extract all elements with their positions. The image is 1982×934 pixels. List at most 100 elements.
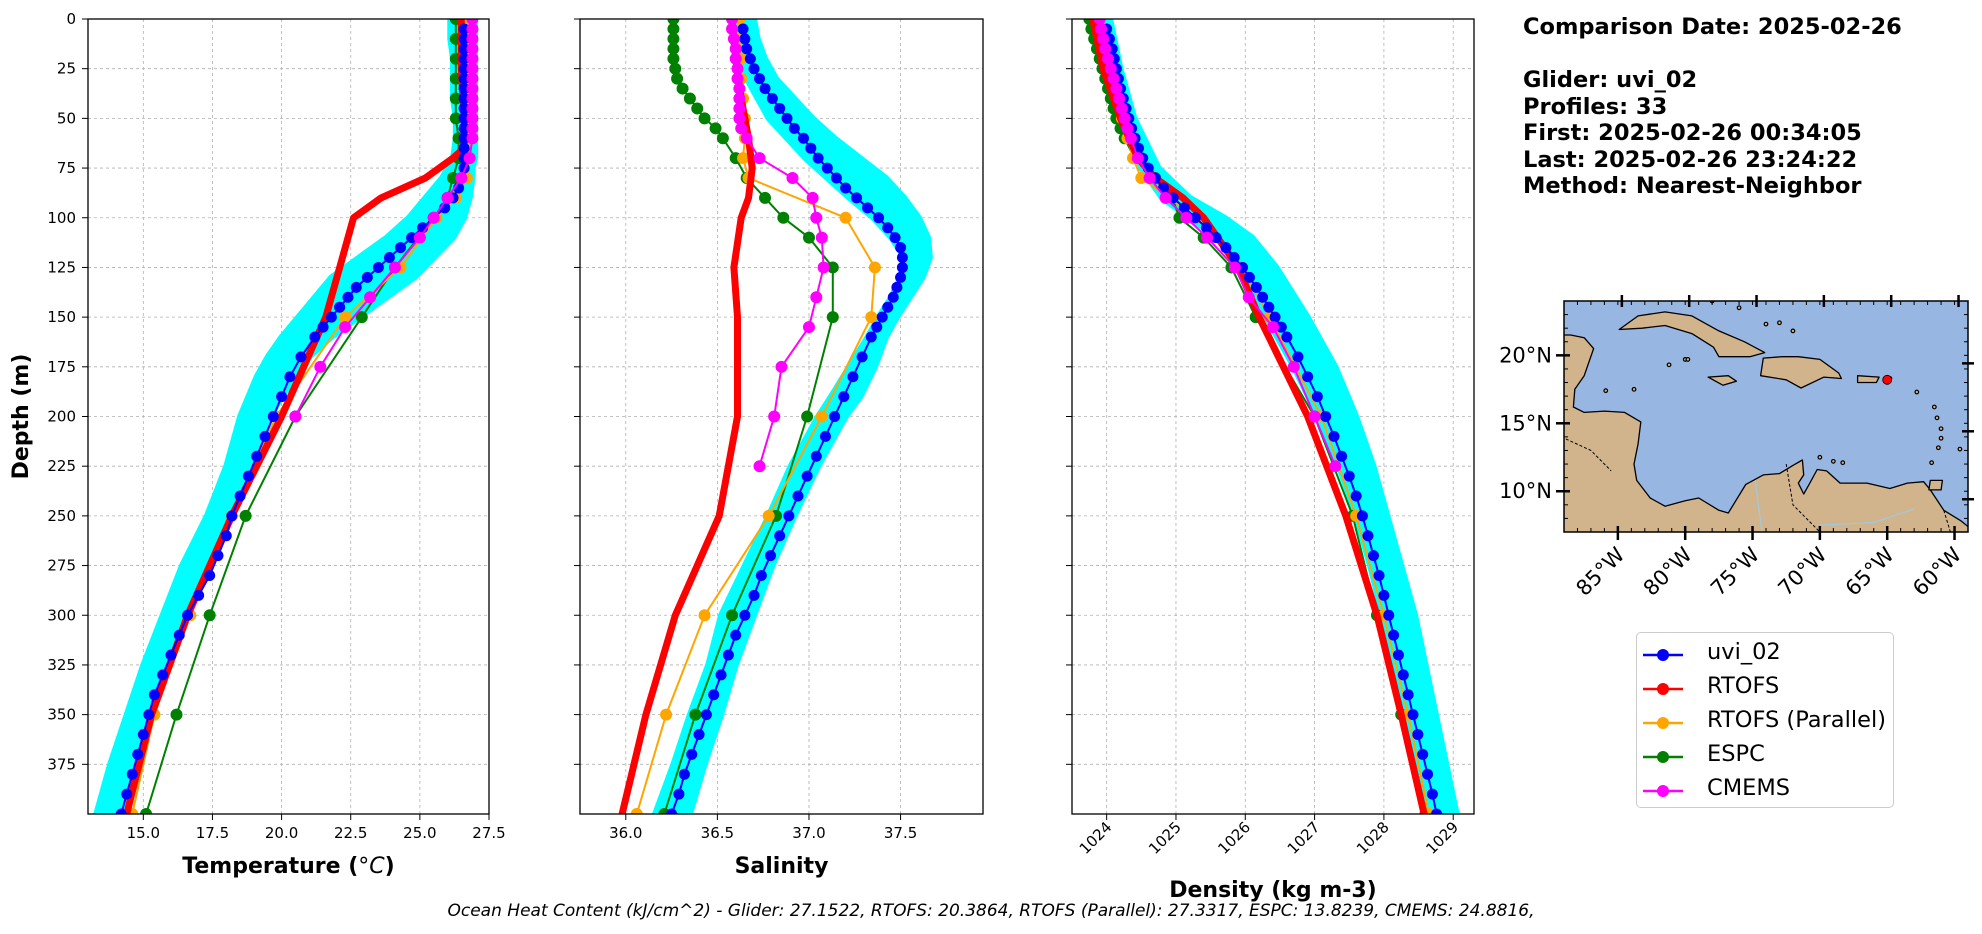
legend-item-rtofs-parallel-: RTOFS (Parallel) <box>1637 705 1893 739</box>
data-point <box>361 271 373 283</box>
data-point <box>1267 321 1279 334</box>
data-point <box>220 530 232 542</box>
map-lat-label: 15°N <box>1499 411 1552 435</box>
ticks: 36.0 36.5 37.0 37.5 <box>574 18 917 842</box>
map-lon-label: 70°W <box>1773 542 1831 600</box>
y-tick-label: 200 <box>47 408 76 426</box>
data-point <box>458 53 470 65</box>
legend-item-espc: ESPC <box>1637 739 1893 773</box>
y-tick-label: 100 <box>47 209 76 227</box>
data-point <box>847 371 859 383</box>
map-lon-label: 85°W <box>1571 542 1629 600</box>
map-lon-label: 80°W <box>1639 542 1697 600</box>
data-point <box>170 708 183 721</box>
series-cmems <box>726 19 830 473</box>
data-point <box>876 311 888 323</box>
x-tick-label: 27.5 <box>472 824 505 842</box>
data-point <box>1135 172 1148 184</box>
data-point <box>797 132 809 144</box>
data-point <box>466 72 479 85</box>
land-mainland <box>1564 334 1968 532</box>
data-point <box>768 410 781 423</box>
x-axis-label-text: Temperature ( <box>182 854 358 879</box>
data-point <box>667 52 680 65</box>
grid <box>580 18 983 814</box>
data-point <box>121 788 133 800</box>
y-tick-label: 150 <box>47 308 76 326</box>
data-point <box>856 351 868 363</box>
data-point <box>810 291 823 304</box>
y-tick-label: 175 <box>47 358 76 376</box>
data-point <box>726 19 739 25</box>
y-tick-label: 350 <box>47 706 76 724</box>
data-point <box>1115 102 1128 115</box>
data-point <box>1124 132 1137 145</box>
data-point <box>882 301 894 313</box>
data-point <box>1308 410 1321 423</box>
glider-name: Glider: uvi_02 <box>1523 67 1698 93</box>
legend-swatch <box>1643 785 1683 797</box>
data-point <box>466 22 479 35</box>
data-point <box>1257 291 1269 303</box>
data-point <box>729 42 742 55</box>
data-point <box>449 92 462 105</box>
data-point <box>678 768 690 780</box>
data-point <box>466 19 479 25</box>
data-point <box>1269 311 1281 323</box>
data-point <box>339 311 352 324</box>
data-point <box>372 261 384 273</box>
legend-swatch <box>1643 649 1683 661</box>
data-point <box>334 301 346 313</box>
data-point <box>839 211 852 224</box>
data-point <box>212 550 224 562</box>
data-point <box>786 172 799 184</box>
data-point <box>1275 321 1287 333</box>
data-point <box>722 649 734 661</box>
data-point <box>715 669 727 681</box>
data-point <box>157 669 169 681</box>
data-point <box>447 172 460 184</box>
data-point <box>466 112 479 125</box>
data-point <box>1200 222 1212 234</box>
data-point <box>289 410 302 423</box>
data-point <box>759 83 771 95</box>
data-point <box>748 63 760 75</box>
data-point <box>826 311 839 324</box>
data-point <box>466 32 479 45</box>
data-point <box>729 52 742 65</box>
land <box>1564 301 1968 532</box>
data-point <box>1329 460 1342 473</box>
series-uvi-02 <box>666 23 908 814</box>
data-point <box>466 92 479 105</box>
data-point <box>1392 649 1404 661</box>
data-point <box>1118 112 1131 125</box>
island <box>1934 415 1940 421</box>
island <box>1631 386 1637 392</box>
data-point <box>342 291 354 303</box>
data-point <box>466 102 479 115</box>
island <box>1817 454 1823 460</box>
data-point <box>1368 550 1379 562</box>
y-tick-label: 375 <box>47 755 76 773</box>
data-point <box>896 261 908 273</box>
data-point <box>735 122 748 135</box>
island <box>1938 435 1944 441</box>
data-point <box>350 281 362 293</box>
data-point <box>1099 42 1112 55</box>
data-point <box>667 32 680 45</box>
data-point <box>251 450 263 462</box>
data-point <box>1350 490 1362 502</box>
last-time: Last: 2025-02-26 23:24:22 <box>1523 146 1858 173</box>
legend-swatch <box>1643 751 1683 763</box>
data-point <box>708 689 720 701</box>
data-point <box>815 231 828 244</box>
data-point <box>774 102 786 114</box>
ticks: 0 25 50 75 100 125 150 175 200 225 250 275 300 325 350… <box>47 10 505 842</box>
data-point <box>1407 709 1419 721</box>
data-point <box>259 430 271 442</box>
data-point <box>781 112 793 124</box>
data-point <box>891 281 903 293</box>
data-point <box>355 311 368 324</box>
y-tick-label: 325 <box>47 656 76 674</box>
island <box>1777 320 1782 326</box>
